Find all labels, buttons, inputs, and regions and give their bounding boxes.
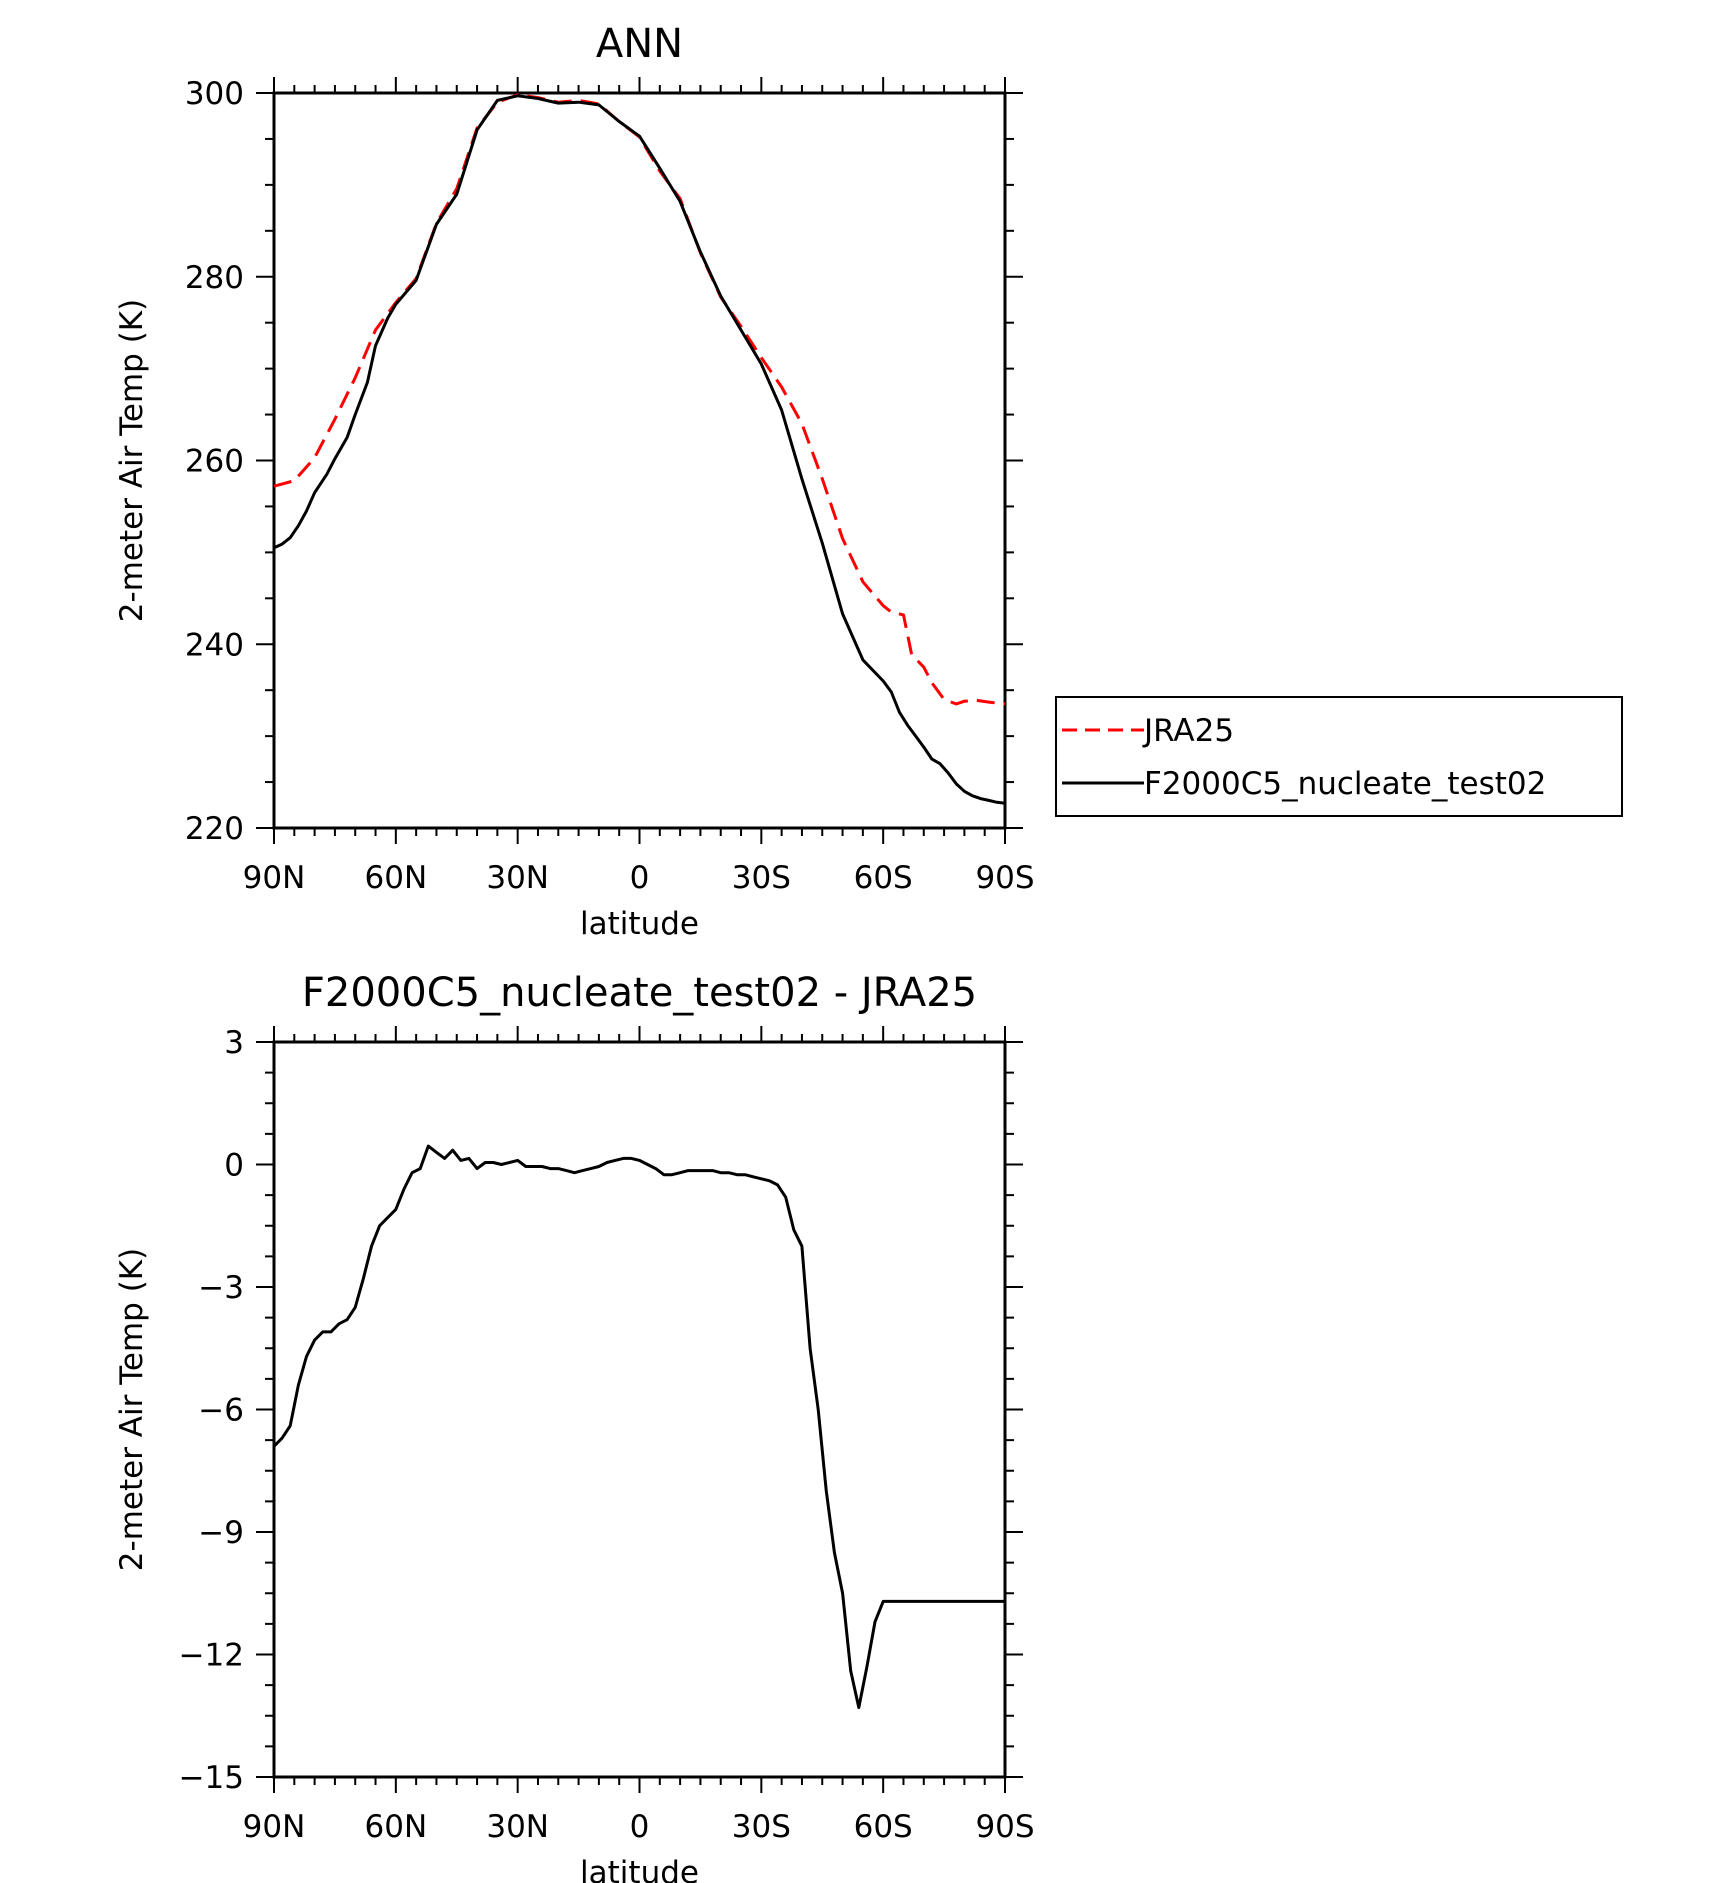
x-tick-label: 60S: [854, 1809, 913, 1845]
x-tick-label: 60N: [365, 1809, 428, 1845]
y-tick-label: 0: [224, 1148, 244, 1184]
x-tick-label: 90S: [975, 860, 1034, 896]
series-line-jra25: [273, 93, 1006, 706]
y-tick-label: −9: [198, 1515, 244, 1551]
x-tick-label: 90N: [243, 860, 306, 896]
series-line-difference: [272, 1144, 1005, 1710]
y-tick-label: 240: [185, 627, 244, 663]
chart-title: F2000C5_nucleate_test02 - JRA25: [302, 970, 977, 1016]
y-tick-label: 300: [185, 76, 244, 112]
x-tick-label: 30S: [732, 860, 791, 896]
y-axis-label: 2-meter Air Temp (K): [114, 1248, 150, 1571]
x-axis-label: latitude: [580, 1855, 699, 1883]
chart-panel-1: ANN 90N 60N 30N 0 30S 60S 90S 220 240 260 280 300 lat…: [114, 21, 1623, 942]
y-tick-label: 280: [185, 260, 244, 296]
legend-box: [1055, 696, 1623, 817]
plot-frame: [272, 1040, 1007, 1779]
y-tick-label: −15: [179, 1760, 244, 1796]
x-tick-label: 60S: [854, 860, 913, 896]
y-tick-label: −6: [198, 1393, 244, 1429]
y-axis-label: 2-meter Air Temp (K): [114, 299, 150, 622]
y-tick-label: 260: [185, 444, 244, 480]
x-tick-label: 30N: [486, 1809, 549, 1845]
x-tick-label: 0: [630, 860, 650, 896]
y-tick-label: 3: [224, 1025, 244, 1061]
series-line-f2000c5-nucleate-test02: [273, 94, 1006, 805]
chart-panel-2: F2000C5_nucleate_test02 - JRA25 90N 60N 30N…: [114, 970, 1035, 1883]
legend: JRA25 F2000C5_nucleate_test02: [1055, 696, 1623, 817]
legend-label: JRA25: [1142, 713, 1234, 749]
chart-title: ANN: [596, 21, 683, 67]
y-tick-label: −3: [198, 1270, 244, 1306]
y-tick-label: −12: [179, 1638, 244, 1674]
x-tick-label: 30S: [732, 1809, 791, 1845]
legend-label: F2000C5_nucleate_test02: [1144, 766, 1546, 802]
plot-frame: [272, 91, 1007, 830]
x-tick-label: 90N: [243, 1809, 306, 1845]
y-tick-label: 220: [185, 811, 244, 847]
x-axis-label: latitude: [580, 906, 699, 942]
x-tick-label: 0: [630, 1809, 650, 1845]
x-tick-label: 90S: [975, 1809, 1034, 1845]
x-tick-label: 30N: [486, 860, 549, 896]
x-tick-label: 60N: [365, 860, 428, 896]
